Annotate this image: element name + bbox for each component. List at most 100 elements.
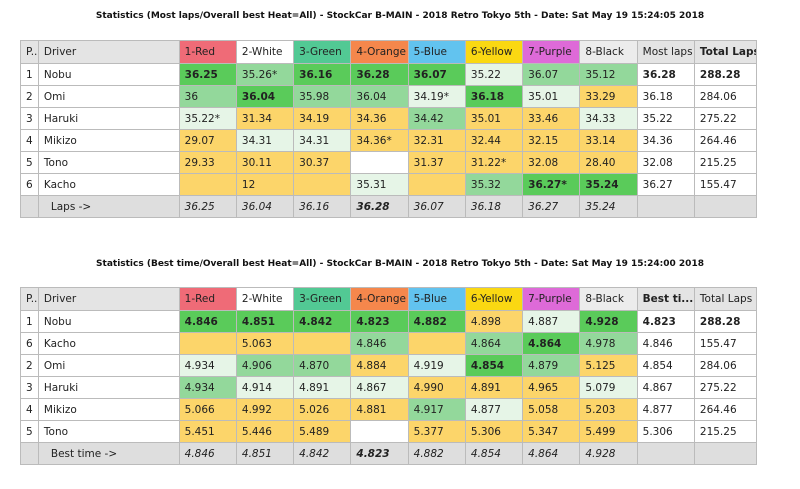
- footer-empty-cell: [693, 442, 758, 465]
- heat-value-cell: 36.07: [407, 63, 466, 86]
- best-cell: 4.823: [636, 310, 695, 333]
- heat-value-cell: 29.07: [178, 129, 237, 152]
- heat-value-cell: [407, 332, 466, 355]
- most-laps-table: P...Driver1-Red2-White3-Green4-Orange5-B…: [20, 40, 758, 218]
- column-header[interactable]: 3-Green: [293, 287, 352, 311]
- driver-cell: Nobu: [37, 63, 180, 86]
- total-laps-cell: 215.25: [693, 151, 758, 174]
- column-header[interactable]: Driver: [37, 287, 180, 311]
- total-laps-cell: 155.47: [693, 173, 758, 196]
- best-cell: 4.877: [636, 398, 695, 421]
- column-header[interactable]: 2-White: [235, 287, 295, 311]
- position-cell: 6: [20, 332, 39, 355]
- heat-value-cell: 5.347: [522, 420, 581, 443]
- footer-value-cell: 36.16: [293, 195, 352, 218]
- heat-value-cell: 35.98: [293, 85, 352, 108]
- column-header[interactable]: 1-Red: [178, 287, 237, 311]
- heat-value-cell: 4.992: [235, 398, 295, 421]
- heat-value-cell: 30.11: [235, 151, 295, 174]
- heat-value-cell: 34.36: [350, 107, 409, 130]
- table-row: 4 Mikizo 29.07 34.31 34.31 34.36* 32.31 32.44 32…: [20, 129, 758, 152]
- heat-value-cell: 4.867: [350, 376, 409, 399]
- total-laps-cell: 284.06: [693, 85, 758, 108]
- footer-label: Laps ->: [37, 195, 180, 218]
- total-laps-cell: 155.47: [693, 332, 758, 355]
- column-header[interactable]: Best ti...: [636, 287, 695, 311]
- column-header[interactable]: P...: [20, 40, 39, 64]
- driver-cell: Omi: [37, 85, 180, 108]
- footer-value-cell: 36.28: [350, 195, 409, 218]
- heat-value-cell: 34.33: [579, 107, 638, 130]
- heat-value-cell: 34.31: [235, 129, 295, 152]
- footer-value-cell: 4.851: [235, 442, 295, 465]
- column-header[interactable]: 4-Orange: [350, 287, 409, 311]
- heat-value-cell: 36.28: [350, 63, 409, 86]
- column-header[interactable]: 6-Yellow: [464, 287, 524, 311]
- footer-value-cell: 36.27: [522, 195, 581, 218]
- column-header[interactable]: 3-Green: [293, 40, 352, 64]
- heat-value-cell: 4.881: [350, 398, 409, 421]
- heat-value-cell: 35.22*: [178, 107, 237, 130]
- column-header[interactable]: 7-Purple: [522, 40, 581, 64]
- column-header[interactable]: Total Laps: [693, 40, 758, 64]
- total-laps-cell: 275.22: [693, 107, 758, 130]
- column-header[interactable]: 8-Black: [579, 40, 638, 64]
- column-header[interactable]: Total Laps: [693, 287, 758, 311]
- heat-value-cell: 4.884: [350, 354, 409, 377]
- column-header[interactable]: Driver: [37, 40, 180, 64]
- footer-value-cell: 4.928: [579, 442, 638, 465]
- heat-value-cell: 4.887: [522, 310, 581, 333]
- position-cell: 4: [20, 129, 39, 152]
- heat-value-cell: 5.066: [178, 398, 237, 421]
- heat-value-cell: 5.489: [293, 420, 352, 443]
- best-cell: 36.27: [636, 173, 695, 196]
- table-row: 3 Haruki 35.22* 31.34 34.19 34.36 34.42 35.01 33…: [20, 107, 758, 130]
- header-row: P...Driver1-Red2-White3-Green4-Orange5-B…: [20, 40, 758, 64]
- column-header[interactable]: 6-Yellow: [464, 40, 524, 64]
- heat-value-cell: 28.40: [579, 151, 638, 174]
- footer-value-cell: 35.24: [579, 195, 638, 218]
- table-row: 2 Omi 4.934 4.906 4.870 4.884 4.919 4.854 4.879 5…: [20, 354, 758, 377]
- column-header[interactable]: 4-Orange: [350, 40, 409, 64]
- heat-value-cell: 4.864: [464, 332, 524, 355]
- column-header[interactable]: Most laps: [636, 40, 695, 64]
- heat-value-cell: 36.27*: [522, 173, 581, 196]
- column-header[interactable]: 1-Red: [178, 40, 237, 64]
- driver-cell: Mikizo: [37, 398, 180, 421]
- table-row: 5 Tono 5.451 5.446 5.489 5.377 5.306 5.347 5.499…: [20, 420, 758, 443]
- heat-value-cell: 4.898: [464, 310, 524, 333]
- heat-value-cell: 5.125: [579, 354, 638, 377]
- column-header[interactable]: 7-Purple: [522, 287, 581, 311]
- heat-value-cell: 4.854: [464, 354, 524, 377]
- heat-value-cell: 34.36*: [350, 129, 409, 152]
- table-row: 3 Haruki 4.934 4.914 4.891 4.867 4.990 4.891 4.9…: [20, 376, 758, 399]
- total-laps-cell: 275.22: [693, 376, 758, 399]
- bottom-table-title: Statistics (Best time/Overall best Heat=…: [96, 259, 704, 269]
- heat-value-cell: 33.46: [522, 107, 581, 130]
- driver-cell: Haruki: [37, 376, 180, 399]
- heat-value-cell: 35.32: [464, 173, 524, 196]
- heat-value-cell: 5.079: [579, 376, 638, 399]
- heat-value-cell: 4.842: [293, 310, 352, 333]
- heat-value-cell: [350, 151, 409, 174]
- column-header[interactable]: P...: [20, 287, 39, 311]
- heat-value-cell: 36.04: [235, 85, 295, 108]
- driver-cell: Mikizo: [37, 129, 180, 152]
- footer-empty-cell: [636, 442, 695, 465]
- best-cell: 4.846: [636, 332, 695, 355]
- best-cell: 35.22: [636, 107, 695, 130]
- heat-value-cell: 4.978: [579, 332, 638, 355]
- column-header[interactable]: 5-Blue: [407, 40, 466, 64]
- column-header[interactable]: 2-White: [235, 40, 295, 64]
- column-header[interactable]: 5-Blue: [407, 287, 466, 311]
- header-row: P...Driver1-Red2-White3-Green4-Orange5-B…: [20, 287, 758, 311]
- heat-value-cell: 32.44: [464, 129, 524, 152]
- column-header[interactable]: 8-Black: [579, 287, 638, 311]
- heat-value-cell: 5.306: [464, 420, 524, 443]
- heat-value-cell: 5.446: [235, 420, 295, 443]
- footer-row: Best time -> 4.846 4.851 4.842 4.823 4.882 4.8…: [20, 442, 758, 465]
- footer-value-cell: 4.882: [407, 442, 466, 465]
- table-row: 6 Kacho 5.063 4.846 4.864 4.864 4.978 4.846 155.…: [20, 332, 758, 355]
- heat-value-cell: 33.29: [579, 85, 638, 108]
- heat-value-cell: 4.906: [235, 354, 295, 377]
